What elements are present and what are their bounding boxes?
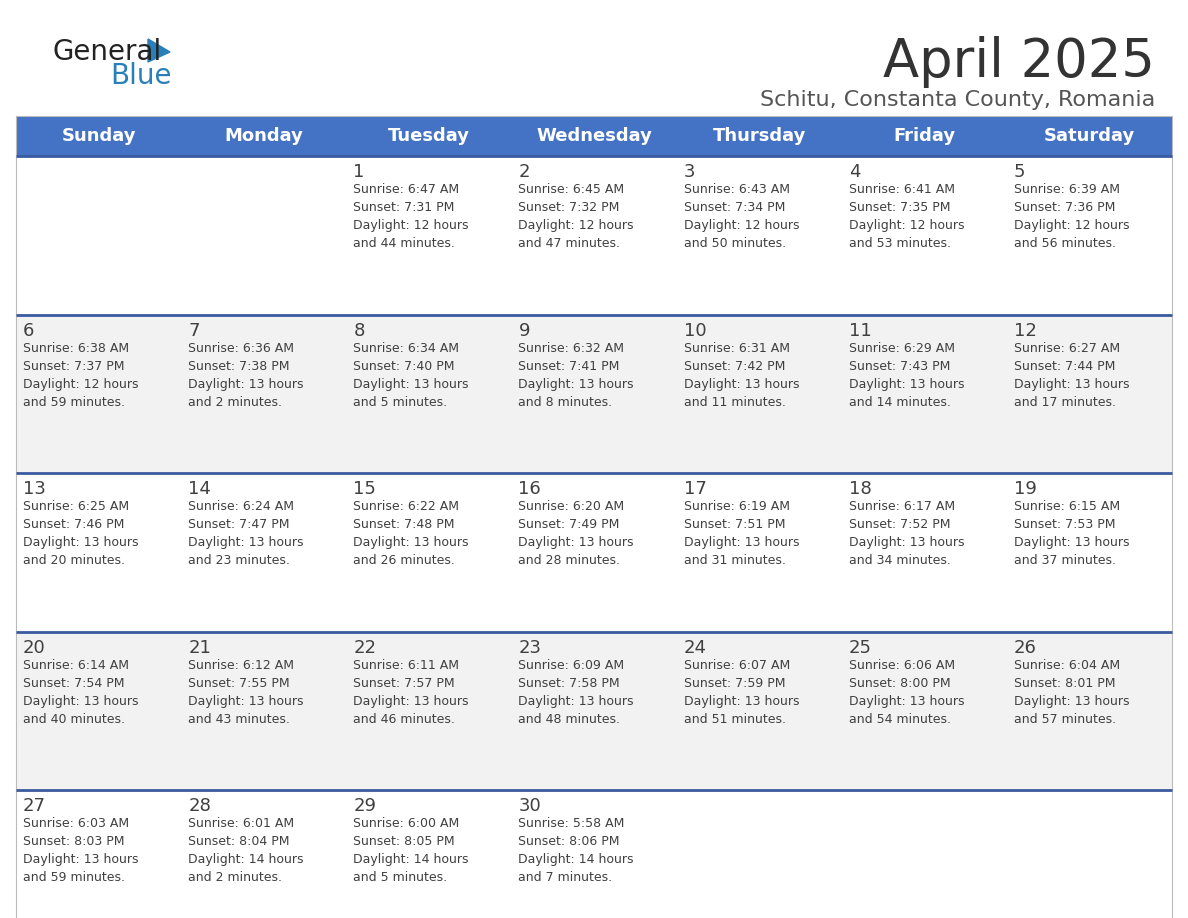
- Text: Sunrise: 6:19 AM
Sunset: 7:51 PM
Daylight: 13 hours
and 31 minutes.: Sunrise: 6:19 AM Sunset: 7:51 PM Dayligh…: [683, 500, 800, 567]
- Text: Sunrise: 6:45 AM
Sunset: 7:32 PM
Daylight: 12 hours
and 47 minutes.: Sunrise: 6:45 AM Sunset: 7:32 PM Dayligh…: [518, 183, 634, 250]
- Text: Sunrise: 6:34 AM
Sunset: 7:40 PM
Daylight: 13 hours
and 5 minutes.: Sunrise: 6:34 AM Sunset: 7:40 PM Dayligh…: [353, 341, 469, 409]
- Text: Sunrise: 6:01 AM
Sunset: 8:04 PM
Daylight: 14 hours
and 2 minutes.: Sunrise: 6:01 AM Sunset: 8:04 PM Dayligh…: [188, 817, 304, 884]
- Text: 25: 25: [848, 639, 872, 656]
- Text: General: General: [52, 38, 162, 66]
- Text: 29: 29: [353, 798, 377, 815]
- Text: Sunrise: 6:07 AM
Sunset: 7:59 PM
Daylight: 13 hours
and 51 minutes.: Sunrise: 6:07 AM Sunset: 7:59 PM Dayligh…: [683, 659, 800, 726]
- Text: 30: 30: [518, 798, 542, 815]
- Text: Wednesday: Wednesday: [536, 127, 652, 145]
- Text: Sunrise: 6:03 AM
Sunset: 8:03 PM
Daylight: 13 hours
and 59 minutes.: Sunrise: 6:03 AM Sunset: 8:03 PM Dayligh…: [23, 817, 139, 884]
- Text: 20: 20: [23, 639, 46, 656]
- Text: Schitu, Constanta County, Romania: Schitu, Constanta County, Romania: [760, 90, 1155, 110]
- Text: Sunrise: 6:22 AM
Sunset: 7:48 PM
Daylight: 13 hours
and 26 minutes.: Sunrise: 6:22 AM Sunset: 7:48 PM Dayligh…: [353, 500, 469, 567]
- Text: Sunrise: 6:09 AM
Sunset: 7:58 PM
Daylight: 13 hours
and 48 minutes.: Sunrise: 6:09 AM Sunset: 7:58 PM Dayligh…: [518, 659, 634, 726]
- Text: 26: 26: [1013, 639, 1037, 656]
- Bar: [15, 790, 1173, 918]
- Text: Sunrise: 6:06 AM
Sunset: 8:00 PM
Daylight: 13 hours
and 54 minutes.: Sunrise: 6:06 AM Sunset: 8:00 PM Dayligh…: [848, 659, 965, 726]
- Text: 22: 22: [353, 639, 377, 656]
- Text: Sunrise: 6:14 AM
Sunset: 7:54 PM
Daylight: 13 hours
and 40 minutes.: Sunrise: 6:14 AM Sunset: 7:54 PM Dayligh…: [23, 659, 139, 726]
- Text: Tuesday: Tuesday: [387, 127, 470, 145]
- Text: Sunrise: 6:47 AM
Sunset: 7:31 PM
Daylight: 12 hours
and 44 minutes.: Sunrise: 6:47 AM Sunset: 7:31 PM Dayligh…: [353, 183, 469, 250]
- Text: 5: 5: [1013, 163, 1025, 181]
- Text: 24: 24: [683, 639, 707, 656]
- Text: 10: 10: [683, 321, 706, 340]
- Text: 6: 6: [23, 321, 34, 340]
- Text: Sunrise: 6:12 AM
Sunset: 7:55 PM
Daylight: 13 hours
and 43 minutes.: Sunrise: 6:12 AM Sunset: 7:55 PM Dayligh…: [188, 659, 304, 726]
- Text: 27: 27: [23, 798, 46, 815]
- Text: Blue: Blue: [110, 62, 171, 90]
- Text: Sunrise: 6:32 AM
Sunset: 7:41 PM
Daylight: 13 hours
and 8 minutes.: Sunrise: 6:32 AM Sunset: 7:41 PM Dayligh…: [518, 341, 634, 409]
- Text: 28: 28: [188, 798, 211, 815]
- Text: 17: 17: [683, 480, 707, 498]
- Text: 9: 9: [518, 321, 530, 340]
- Text: Sunrise: 6:43 AM
Sunset: 7:34 PM
Daylight: 12 hours
and 50 minutes.: Sunrise: 6:43 AM Sunset: 7:34 PM Dayligh…: [683, 183, 800, 250]
- Text: Sunrise: 6:38 AM
Sunset: 7:37 PM
Daylight: 12 hours
and 59 minutes.: Sunrise: 6:38 AM Sunset: 7:37 PM Dayligh…: [23, 341, 139, 409]
- Text: 19: 19: [1013, 480, 1037, 498]
- Text: Sunrise: 6:15 AM
Sunset: 7:53 PM
Daylight: 13 hours
and 37 minutes.: Sunrise: 6:15 AM Sunset: 7:53 PM Dayligh…: [1013, 500, 1130, 567]
- Bar: [15, 116, 1173, 156]
- Bar: [15, 632, 1173, 790]
- Text: 23: 23: [518, 639, 542, 656]
- Text: 11: 11: [848, 321, 872, 340]
- Text: Sunrise: 6:24 AM
Sunset: 7:47 PM
Daylight: 13 hours
and 23 minutes.: Sunrise: 6:24 AM Sunset: 7:47 PM Dayligh…: [188, 500, 304, 567]
- Text: Sunrise: 6:25 AM
Sunset: 7:46 PM
Daylight: 13 hours
and 20 minutes.: Sunrise: 6:25 AM Sunset: 7:46 PM Dayligh…: [23, 500, 139, 567]
- Text: 15: 15: [353, 480, 377, 498]
- Text: Thursday: Thursday: [713, 127, 805, 145]
- Bar: [15, 473, 1173, 632]
- Text: 16: 16: [518, 480, 542, 498]
- Text: Sunrise: 5:58 AM
Sunset: 8:06 PM
Daylight: 14 hours
and 7 minutes.: Sunrise: 5:58 AM Sunset: 8:06 PM Dayligh…: [518, 817, 634, 884]
- Text: 8: 8: [353, 321, 365, 340]
- Text: Sunrise: 6:00 AM
Sunset: 8:05 PM
Daylight: 14 hours
and 5 minutes.: Sunrise: 6:00 AM Sunset: 8:05 PM Dayligh…: [353, 817, 469, 884]
- Polygon shape: [148, 39, 170, 62]
- Bar: [15, 315, 1173, 473]
- Text: 3: 3: [683, 163, 695, 181]
- Text: Sunrise: 6:04 AM
Sunset: 8:01 PM
Daylight: 13 hours
and 57 minutes.: Sunrise: 6:04 AM Sunset: 8:01 PM Dayligh…: [1013, 659, 1130, 726]
- Text: Sunrise: 6:11 AM
Sunset: 7:57 PM
Daylight: 13 hours
and 46 minutes.: Sunrise: 6:11 AM Sunset: 7:57 PM Dayligh…: [353, 659, 469, 726]
- Text: Sunday: Sunday: [62, 127, 135, 145]
- Text: 12: 12: [1013, 321, 1037, 340]
- Bar: [15, 156, 1173, 315]
- Text: 7: 7: [188, 321, 200, 340]
- Text: Monday: Monday: [225, 127, 303, 145]
- Text: 2: 2: [518, 163, 530, 181]
- Text: April 2025: April 2025: [883, 36, 1155, 88]
- Text: Sunrise: 6:31 AM
Sunset: 7:42 PM
Daylight: 13 hours
and 11 minutes.: Sunrise: 6:31 AM Sunset: 7:42 PM Dayligh…: [683, 341, 800, 409]
- Text: 4: 4: [848, 163, 860, 181]
- Text: Sunrise: 6:39 AM
Sunset: 7:36 PM
Daylight: 12 hours
and 56 minutes.: Sunrise: 6:39 AM Sunset: 7:36 PM Dayligh…: [1013, 183, 1130, 250]
- Text: 1: 1: [353, 163, 365, 181]
- Text: Sunrise: 6:36 AM
Sunset: 7:38 PM
Daylight: 13 hours
and 2 minutes.: Sunrise: 6:36 AM Sunset: 7:38 PM Dayligh…: [188, 341, 304, 409]
- Text: 14: 14: [188, 480, 211, 498]
- Text: Sunrise: 6:29 AM
Sunset: 7:43 PM
Daylight: 13 hours
and 14 minutes.: Sunrise: 6:29 AM Sunset: 7:43 PM Dayligh…: [848, 341, 965, 409]
- Text: Saturday: Saturday: [1044, 127, 1135, 145]
- Text: 21: 21: [188, 639, 211, 656]
- Text: Sunrise: 6:27 AM
Sunset: 7:44 PM
Daylight: 13 hours
and 17 minutes.: Sunrise: 6:27 AM Sunset: 7:44 PM Dayligh…: [1013, 341, 1130, 409]
- Text: 18: 18: [848, 480, 872, 498]
- Text: Friday: Friday: [893, 127, 955, 145]
- Text: 13: 13: [23, 480, 46, 498]
- Text: Sunrise: 6:20 AM
Sunset: 7:49 PM
Daylight: 13 hours
and 28 minutes.: Sunrise: 6:20 AM Sunset: 7:49 PM Dayligh…: [518, 500, 634, 567]
- Text: Sunrise: 6:41 AM
Sunset: 7:35 PM
Daylight: 12 hours
and 53 minutes.: Sunrise: 6:41 AM Sunset: 7:35 PM Dayligh…: [848, 183, 965, 250]
- Text: Sunrise: 6:17 AM
Sunset: 7:52 PM
Daylight: 13 hours
and 34 minutes.: Sunrise: 6:17 AM Sunset: 7:52 PM Dayligh…: [848, 500, 965, 567]
